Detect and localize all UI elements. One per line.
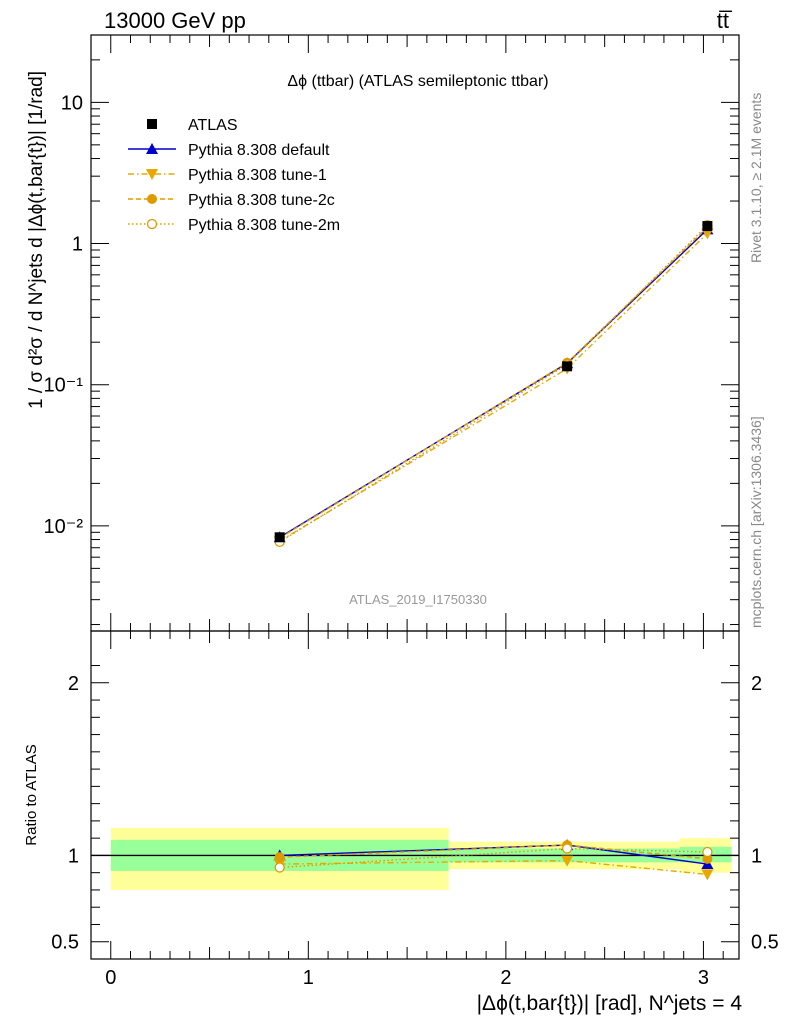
data-point <box>702 221 713 232</box>
mcplots-label: mcplots.cern.ch [arXiv:1306.3436] <box>748 416 764 628</box>
series-line <box>279 224 708 543</box>
y-tick-label: 1 <box>72 234 83 256</box>
legend: ATLAS Pythia 8.308 default Pythia 8.308 tu… <box>128 117 340 234</box>
legend-marker <box>147 119 157 129</box>
legend-entry-label: Pythia 8.308 tune-1 <box>188 167 327 184</box>
ratio-y-tick-label-right: 0.5 <box>751 932 779 954</box>
ratio-point <box>701 869 714 881</box>
y-tick-label: 10 <box>61 92 83 114</box>
ratio-y-tick-label: 0.5 <box>51 932 79 954</box>
rivet-label: Rivet 3.1.10, ≥ 2.1M events <box>748 93 764 263</box>
ratio-y-tick-label-right: 2 <box>751 673 762 695</box>
ratio-bands <box>91 827 739 890</box>
data-point <box>562 361 573 372</box>
main-panel: 10 1 10⁻¹ 10⁻² Δϕ (ttbar) (ATLAS semilepton… <box>26 34 740 632</box>
y-tick-label: 10⁻² <box>44 516 84 538</box>
ratio-point <box>561 855 574 867</box>
legend-marker <box>146 169 158 180</box>
legend-marker <box>146 143 158 154</box>
ratio-point <box>274 862 285 873</box>
legend-entry-label: ATLAS <box>188 117 238 134</box>
plot-title: Δϕ (ttbar) (ATLAS semileptonic ttbar) <box>287 73 548 90</box>
main-ticks: 10 1 10⁻¹ 10⁻² <box>44 34 739 631</box>
process-label: tt̅ <box>717 8 733 33</box>
energy-label: 13000 GeV pp <box>104 8 246 33</box>
main-y-axis-label: 1 / σ d²σ / d N^jets d |Δϕ(t,bar{t})| [1… <box>26 71 47 409</box>
legend-entry-label: Pythia 8.308 tune-2c <box>188 192 335 209</box>
legend-entry-label: Pythia 8.308 default <box>188 142 330 159</box>
legend-entry-label: Pythia 8.308 tune-2m <box>188 217 340 234</box>
ratio-point <box>274 852 285 863</box>
y-tick-label: 10⁻¹ <box>44 375 84 397</box>
ratio-y-tick-label: 2 <box>68 673 79 695</box>
analysis-watermark: ATLAS_2019_I1750330 <box>349 592 487 607</box>
ratio-point <box>702 846 713 858</box>
series-line <box>279 232 708 542</box>
x-tick-label: 0 <box>105 967 116 989</box>
ratio-y-axis-label: Ratio to ATLAS <box>23 744 40 845</box>
main-series <box>273 219 714 548</box>
x-tick-label: 3 <box>698 967 709 989</box>
main-frame <box>90 34 740 632</box>
ratio-ticks: 2 2 1 1 0.5 0.5 0 1 2 3 <box>51 631 779 989</box>
x-tick-label: 1 <box>303 967 314 989</box>
x-axis-label: |Δϕ(t,bar{t})| [rad], N^jets = 4 <box>477 992 743 1015</box>
ratio-panel: 2 2 1 1 0.5 0.5 0 1 2 3 Ratio to ATLAS |Δϕ(t,bar{… <box>23 630 779 1015</box>
data-point <box>274 532 285 543</box>
x-tick-label: 2 <box>500 967 511 989</box>
ratio-series <box>273 839 714 881</box>
ratio-point <box>561 843 573 854</box>
ratio-frame <box>90 630 740 960</box>
ratio-y-tick-label-right: 1 <box>751 845 762 867</box>
ratio-y-tick-label: 1 <box>68 845 79 867</box>
legend-marker <box>147 194 157 204</box>
legend-marker <box>146 218 158 230</box>
